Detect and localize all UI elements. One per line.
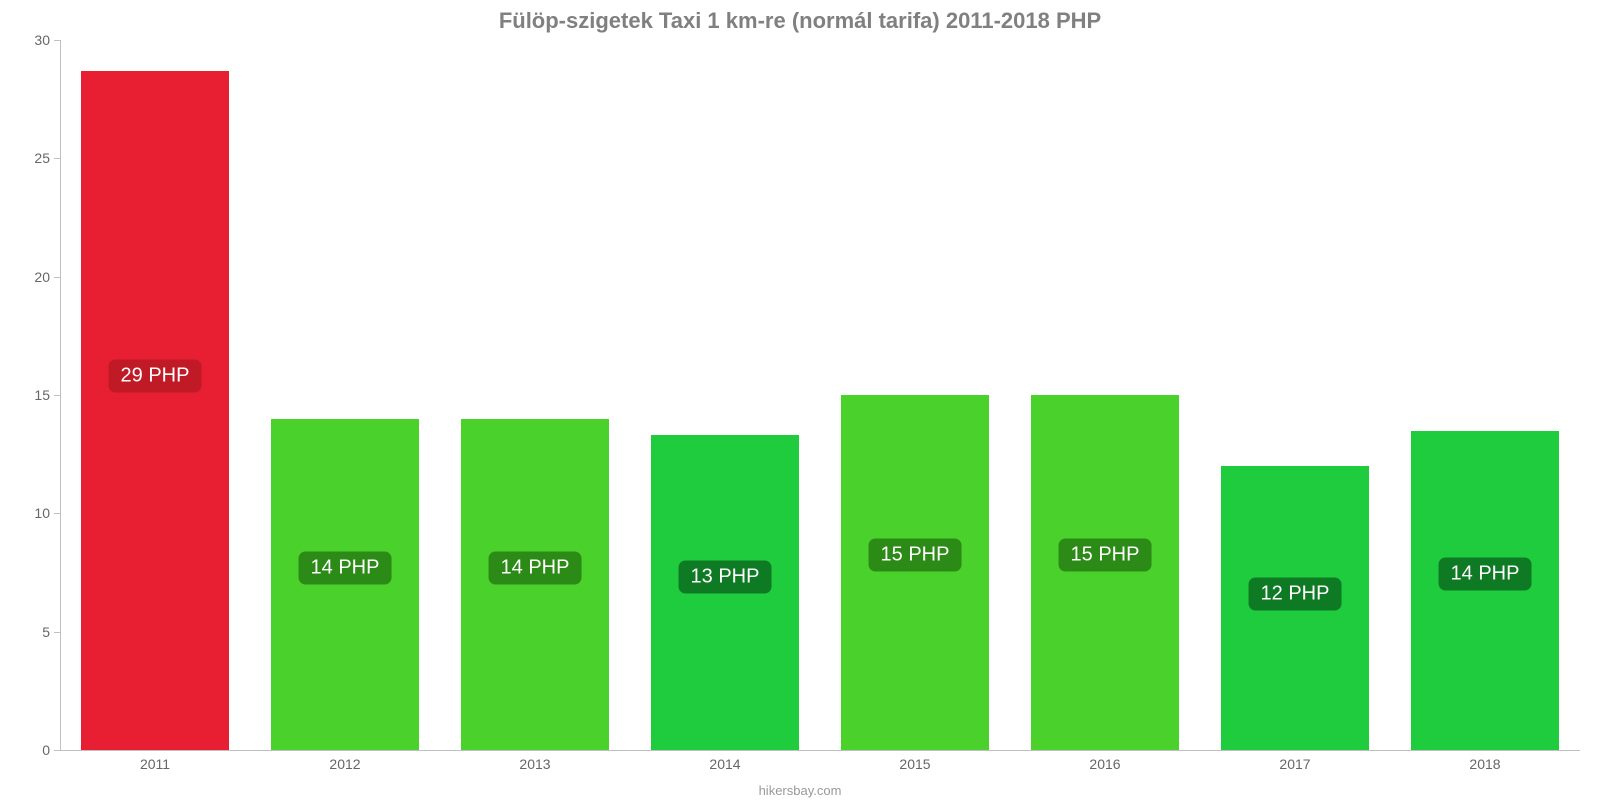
y-tick-mark: [54, 395, 60, 396]
bar: [271, 419, 419, 750]
bar-chart: Fülöp-szigetek Taxi 1 km-re (normál tari…: [0, 0, 1600, 800]
bar: [461, 419, 609, 750]
bar: [841, 395, 989, 750]
chart-title: Fülöp-szigetek Taxi 1 km-re (normál tari…: [0, 8, 1600, 34]
y-tick-label: 25: [0, 150, 50, 166]
x-tick-label: 2012: [329, 756, 360, 772]
y-tick-label: 0: [0, 742, 50, 758]
y-tick-mark: [54, 158, 60, 159]
x-tick-label: 2013: [519, 756, 550, 772]
x-axis: [60, 750, 1580, 751]
bar-value-label: 15 PHP: [1059, 538, 1152, 571]
x-tick-label: 2016: [1089, 756, 1120, 772]
bar-value-label: 14 PHP: [489, 551, 582, 584]
y-tick-mark: [54, 750, 60, 751]
bar-value-label: 15 PHP: [869, 538, 962, 571]
y-tick-mark: [54, 513, 60, 514]
x-tick-label: 2011: [140, 756, 170, 772]
x-tick-label: 2017: [1279, 756, 1310, 772]
y-tick-label: 5: [0, 624, 50, 640]
y-tick-label: 10: [0, 505, 50, 521]
y-tick-mark: [54, 277, 60, 278]
bar: [81, 71, 229, 750]
y-tick-mark: [54, 40, 60, 41]
x-tick-label: 2014: [709, 756, 740, 772]
bar: [1031, 395, 1179, 750]
y-tick-label: 30: [0, 32, 50, 48]
x-tick-label: 2018: [1469, 756, 1500, 772]
attribution: hikersbay.com: [0, 783, 1600, 798]
bar-value-label: 13 PHP: [679, 560, 772, 593]
y-tick-mark: [54, 632, 60, 633]
bar-value-label: 14 PHP: [299, 551, 392, 584]
y-tick-label: 15: [0, 387, 50, 403]
x-tick-label: 2015: [899, 756, 930, 772]
plot-area: [60, 40, 1580, 750]
bar-value-label: 29 PHP: [109, 360, 202, 393]
bar-value-label: 14 PHP: [1439, 558, 1532, 591]
bar-value-label: 12 PHP: [1249, 577, 1342, 610]
y-tick-label: 20: [0, 269, 50, 285]
